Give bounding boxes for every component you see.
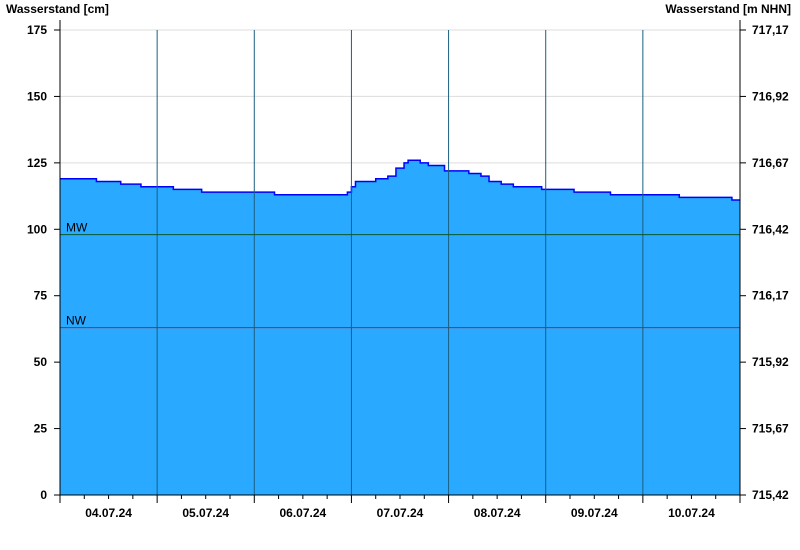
left-tick-label: 50 bbox=[34, 355, 48, 369]
left-tick-label: 0 bbox=[40, 488, 47, 502]
left-tick-label: 100 bbox=[27, 222, 47, 236]
left-tick-label: 25 bbox=[34, 422, 48, 436]
right-tick-label: 715,67 bbox=[752, 422, 789, 436]
right-axis-title: Wasserstand [m NHN] bbox=[665, 2, 791, 16]
x-tick-label: 06.07.24 bbox=[279, 506, 326, 520]
right-tick-label: 715,92 bbox=[752, 355, 789, 369]
right-tick-label: 716,67 bbox=[752, 156, 789, 170]
x-tick-label: 08.07.24 bbox=[474, 506, 521, 520]
right-tick-label: 716,42 bbox=[752, 222, 789, 236]
left-tick-label: 125 bbox=[27, 156, 47, 170]
left-tick-label: 150 bbox=[27, 89, 47, 103]
right-tick-label: 716,92 bbox=[752, 89, 789, 103]
x-tick-label: 10.07.24 bbox=[668, 506, 715, 520]
reference-label-mw: MW bbox=[66, 221, 88, 235]
right-tick-label: 716,17 bbox=[752, 289, 789, 303]
x-tick-label: 05.07.24 bbox=[182, 506, 229, 520]
left-tick-label: 75 bbox=[34, 289, 48, 303]
x-tick-label: 07.07.24 bbox=[377, 506, 424, 520]
right-tick-label: 715,42 bbox=[752, 488, 789, 502]
left-axis-title: Wasserstand [cm] bbox=[6, 2, 109, 16]
water-level-line bbox=[60, 159, 740, 201]
left-tick-label: 175 bbox=[27, 23, 47, 37]
x-tick-label: 09.07.24 bbox=[571, 506, 618, 520]
right-tick-label: 717,17 bbox=[752, 23, 789, 37]
x-tick-label: 04.07.24 bbox=[85, 506, 132, 520]
reference-label-nw: NW bbox=[66, 314, 87, 328]
